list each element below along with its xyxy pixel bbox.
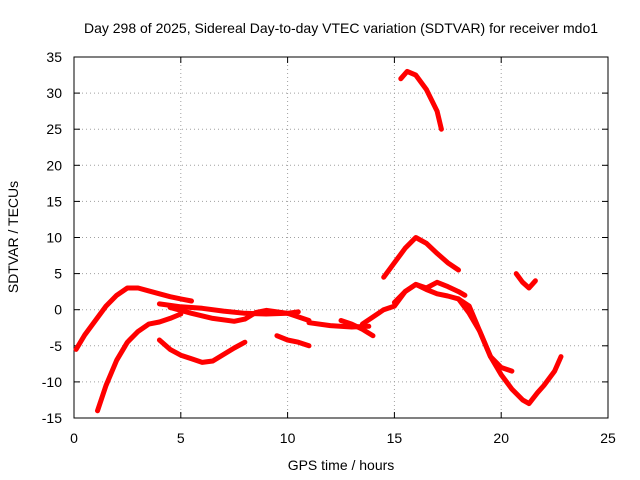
x-axis-label: GPS time / hours (288, 457, 395, 473)
y-tick-label: 25 (46, 121, 62, 137)
series-arc-13 (456, 296, 564, 407)
series-arc-12 (398, 68, 444, 132)
x-tick-label: 20 (493, 430, 509, 446)
series-arc-11 (381, 235, 461, 280)
series-arc-14 (513, 271, 538, 291)
series-arc-1 (73, 285, 194, 352)
series-arc-6 (274, 333, 312, 349)
x-tick-label: 10 (280, 430, 296, 446)
y-tick-label: -10 (42, 374, 62, 390)
x-tick-label: 25 (600, 430, 616, 446)
y-tick-label: -15 (42, 410, 62, 426)
x-tick-label: 5 (177, 430, 185, 446)
y-axis-label: SDTVAR / TECUs (5, 181, 21, 293)
chart-title: Day 298 of 2025, Sidereal Day-to-day VTE… (84, 20, 598, 36)
data-series (73, 68, 564, 414)
x-tick-label: 15 (387, 430, 403, 446)
series-arc-8 (338, 318, 376, 339)
series-arc-2 (95, 311, 184, 414)
x-tick-label: 0 (70, 430, 78, 446)
chart-grid (74, 57, 608, 418)
y-tick-label: 30 (46, 85, 62, 101)
axis-ticks: 0 5 10 15 20 25 -15 -10 -5 0 5 10 15 20 25 30 35 (42, 49, 616, 446)
y-tick-label: 20 (46, 157, 62, 173)
y-tick-label: 35 (46, 49, 62, 65)
y-tick-label: 0 (54, 302, 62, 318)
series-arc-3 (156, 337, 248, 365)
y-tick-label: 10 (46, 230, 62, 246)
series-arc-5 (167, 305, 312, 324)
y-tick-label: 15 (46, 193, 62, 209)
y-tick-label: -5 (50, 338, 63, 354)
y-tick-label: 5 (54, 266, 62, 282)
